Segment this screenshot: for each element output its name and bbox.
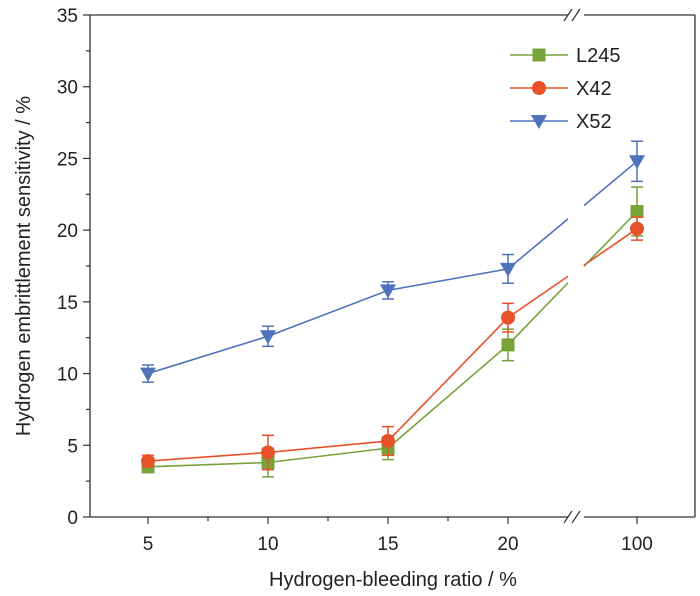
x-axis-title: Hydrogen-bleeding ratio / % [269, 569, 517, 591]
axis-break-marks [563, 8, 581, 524]
y-tick-label: 10 [57, 365, 78, 386]
axes: 0 5 10 15 20 25 30 35 5 10 15 20 100 [57, 6, 696, 555]
y-tick-label: 5 [67, 436, 78, 457]
data-point-x52 [260, 330, 276, 345]
x-tick-label: 15 [377, 534, 398, 555]
top-break-mark [563, 8, 573, 22]
data-point-l245 [501, 338, 515, 352]
y-tick-label: 20 [57, 221, 78, 242]
y-tick-label: 30 [57, 78, 78, 99]
series-line-l245 [147, 282, 569, 468]
series-line-x52 [583, 160, 638, 207]
y-axis-title: Hydrogen embrittlement sensitivity / % [13, 96, 35, 436]
data-point-l245 [630, 204, 644, 218]
legend-label-l245: L245 [576, 45, 621, 67]
legend-marker-x42 [532, 81, 546, 95]
data-point-x42 [501, 310, 515, 325]
data-point-x42 [141, 454, 155, 469]
legend-marker-x52 [531, 115, 547, 129]
series-l245 [141, 186, 644, 478]
legend-label-x42: X42 [576, 78, 612, 100]
data-point-x52 [380, 284, 396, 299]
bottom-break-mark [571, 510, 581, 524]
top-break-mark [571, 8, 581, 22]
data-point-x42 [261, 445, 275, 460]
series-line-x42 [583, 228, 638, 266]
legend-label-x52: X52 [576, 111, 612, 133]
series-x52 [140, 140, 645, 383]
y-tick-label: 25 [57, 149, 78, 170]
data-point-x42 [381, 433, 395, 448]
x-tick-label: 10 [257, 534, 278, 555]
bottom-break-mark [563, 510, 573, 524]
y-tick-label: 35 [57, 6, 78, 27]
legend-marker-l245 [532, 48, 546, 62]
legend: L245 X42 X52 [510, 45, 621, 133]
data-point-x52 [500, 262, 516, 277]
data-point-x42 [630, 221, 644, 236]
series-line-l245 [583, 210, 638, 267]
data-point-x52 [629, 155, 645, 170]
data-point-x52 [140, 367, 156, 382]
y-tick-label: 0 [67, 508, 78, 529]
x-tick-label: 5 [143, 534, 154, 555]
x-tick-label: 20 [497, 534, 518, 555]
series-x42 [141, 216, 644, 471]
y-tick-label: 15 [57, 293, 78, 314]
x-tick-label: 100 [621, 534, 653, 555]
series-layer [140, 140, 645, 478]
